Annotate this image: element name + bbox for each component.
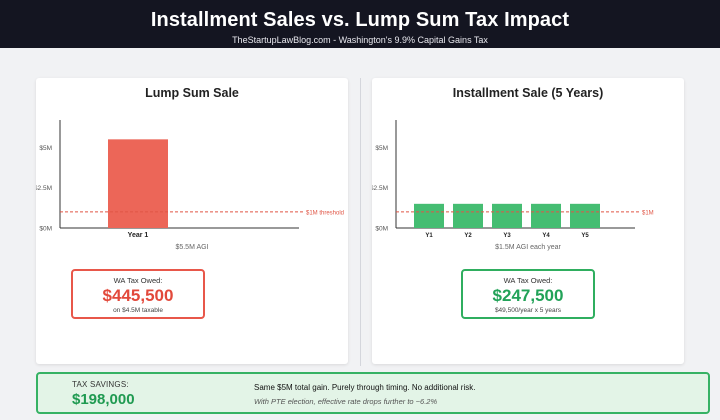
y-tick-label: $0M — [39, 226, 52, 233]
bar-year-1 — [108, 139, 168, 228]
installment-card: Installment Sale (5 Years) $0M $2.5M $5M Y1… — [372, 78, 684, 364]
header-banner: Installment Sales vs. Lump Sum Tax Impac… — [0, 0, 720, 48]
x-tick-label: Y4 — [542, 233, 550, 239]
installment-title: Installment Sale (5 Years) — [452, 86, 604, 100]
tax-savings-message: Same $5M total gain. Purely through timi… — [254, 383, 476, 392]
y-tick-label: $0M — [375, 226, 388, 233]
x-tick-label: Y3 — [503, 233, 511, 239]
x-tick-label: Y2 — [464, 233, 472, 239]
page-subtitle: TheStartupLawBlog.com - Washington's 9.9… — [232, 35, 488, 45]
bar-y3 — [492, 203, 522, 228]
tax-savings-banner: TAX SAVINGS: $198,000 Same $5M total gai… — [36, 372, 710, 414]
lump-sum-chart: $0M $2.5M $5M Year 1 $1M threshold — [36, 120, 344, 239]
threshold-label: $1M — [642, 210, 654, 216]
y-tick-label: $2.5M — [372, 185, 388, 192]
tax-savings-label: TAX SAVINGS: — [72, 380, 129, 389]
y-tick-label: $2.5M — [36, 185, 52, 192]
installment-tax-label: WA Tax Owed: — [503, 276, 553, 285]
x-tick-label: Y1 — [425, 233, 433, 239]
bar-y4 — [531, 203, 561, 228]
lump-sum-title: Lump Sum Sale — [145, 86, 239, 100]
tax-savings-amount: $198,000 — [72, 391, 135, 408]
y-tick-label: $5M — [375, 145, 388, 152]
tax-savings-pte-note: With PTE election, effective rate drops … — [254, 397, 438, 406]
lump-sum-card: Lump Sum Sale $0M $2.5M $5M Year 1 $1M thres… — [36, 78, 348, 364]
lump-sum-tax-box: WA Tax Owed: $445,500 on $4.5M taxable — [71, 269, 205, 319]
installment-tax-box: WA Tax Owed: $247,500 $49,500/year x 5 y… — [461, 269, 595, 319]
installment-chart: $0M $2.5M $5M Y1 Y2 Y3 Y4 Y5 $1M — [372, 120, 654, 239]
lump-sum-agi-caption: $5.5M AGI — [175, 244, 209, 251]
bar-y2 — [453, 203, 483, 228]
installment-tax-amount: $247,500 — [492, 286, 564, 305]
bar-y5 — [570, 203, 600, 228]
x-tick-label: Year 1 — [128, 232, 149, 239]
installment-tax-note: $49,500/year x 5 years — [494, 307, 562, 314]
page-title: Installment Sales vs. Lump Sum Tax Impac… — [150, 9, 570, 31]
lump-sum-tax-label: WA Tax Owed: — [113, 276, 163, 285]
threshold-label: $1M threshold — [306, 210, 344, 216]
bar-y1 — [414, 203, 444, 228]
installment-agi-caption: $1.5M AGI each year — [495, 244, 561, 251]
column-divider — [360, 78, 361, 366]
lump-sum-tax-note: on $4.5M taxable — [113, 307, 163, 314]
y-tick-label: $5M — [39, 145, 52, 152]
x-tick-label: Y5 — [581, 233, 589, 239]
lump-sum-tax-amount: $445,500 — [102, 286, 174, 305]
